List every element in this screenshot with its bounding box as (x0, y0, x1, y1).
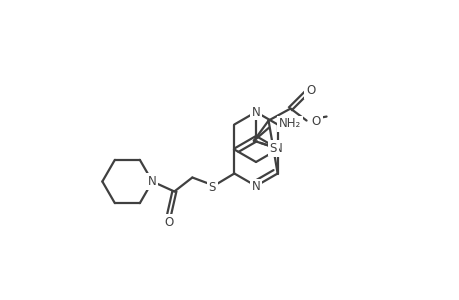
Text: NH₂: NH₂ (278, 117, 301, 130)
Text: N: N (274, 142, 282, 155)
Text: S: S (208, 181, 216, 194)
Text: N: N (251, 106, 260, 118)
Text: N: N (148, 175, 157, 188)
Text: N: N (148, 175, 157, 188)
Text: O: O (311, 115, 320, 128)
Text: S: S (269, 142, 276, 154)
Text: O: O (164, 216, 174, 229)
Text: O: O (305, 84, 314, 97)
Text: N: N (251, 181, 260, 194)
